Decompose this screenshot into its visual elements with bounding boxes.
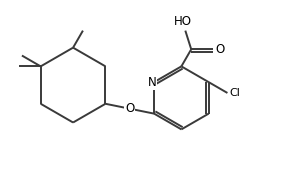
Text: O: O xyxy=(215,43,225,56)
Text: N: N xyxy=(148,76,156,89)
Text: HO: HO xyxy=(174,15,192,28)
Text: Cl: Cl xyxy=(229,88,240,98)
Text: O: O xyxy=(125,102,134,115)
